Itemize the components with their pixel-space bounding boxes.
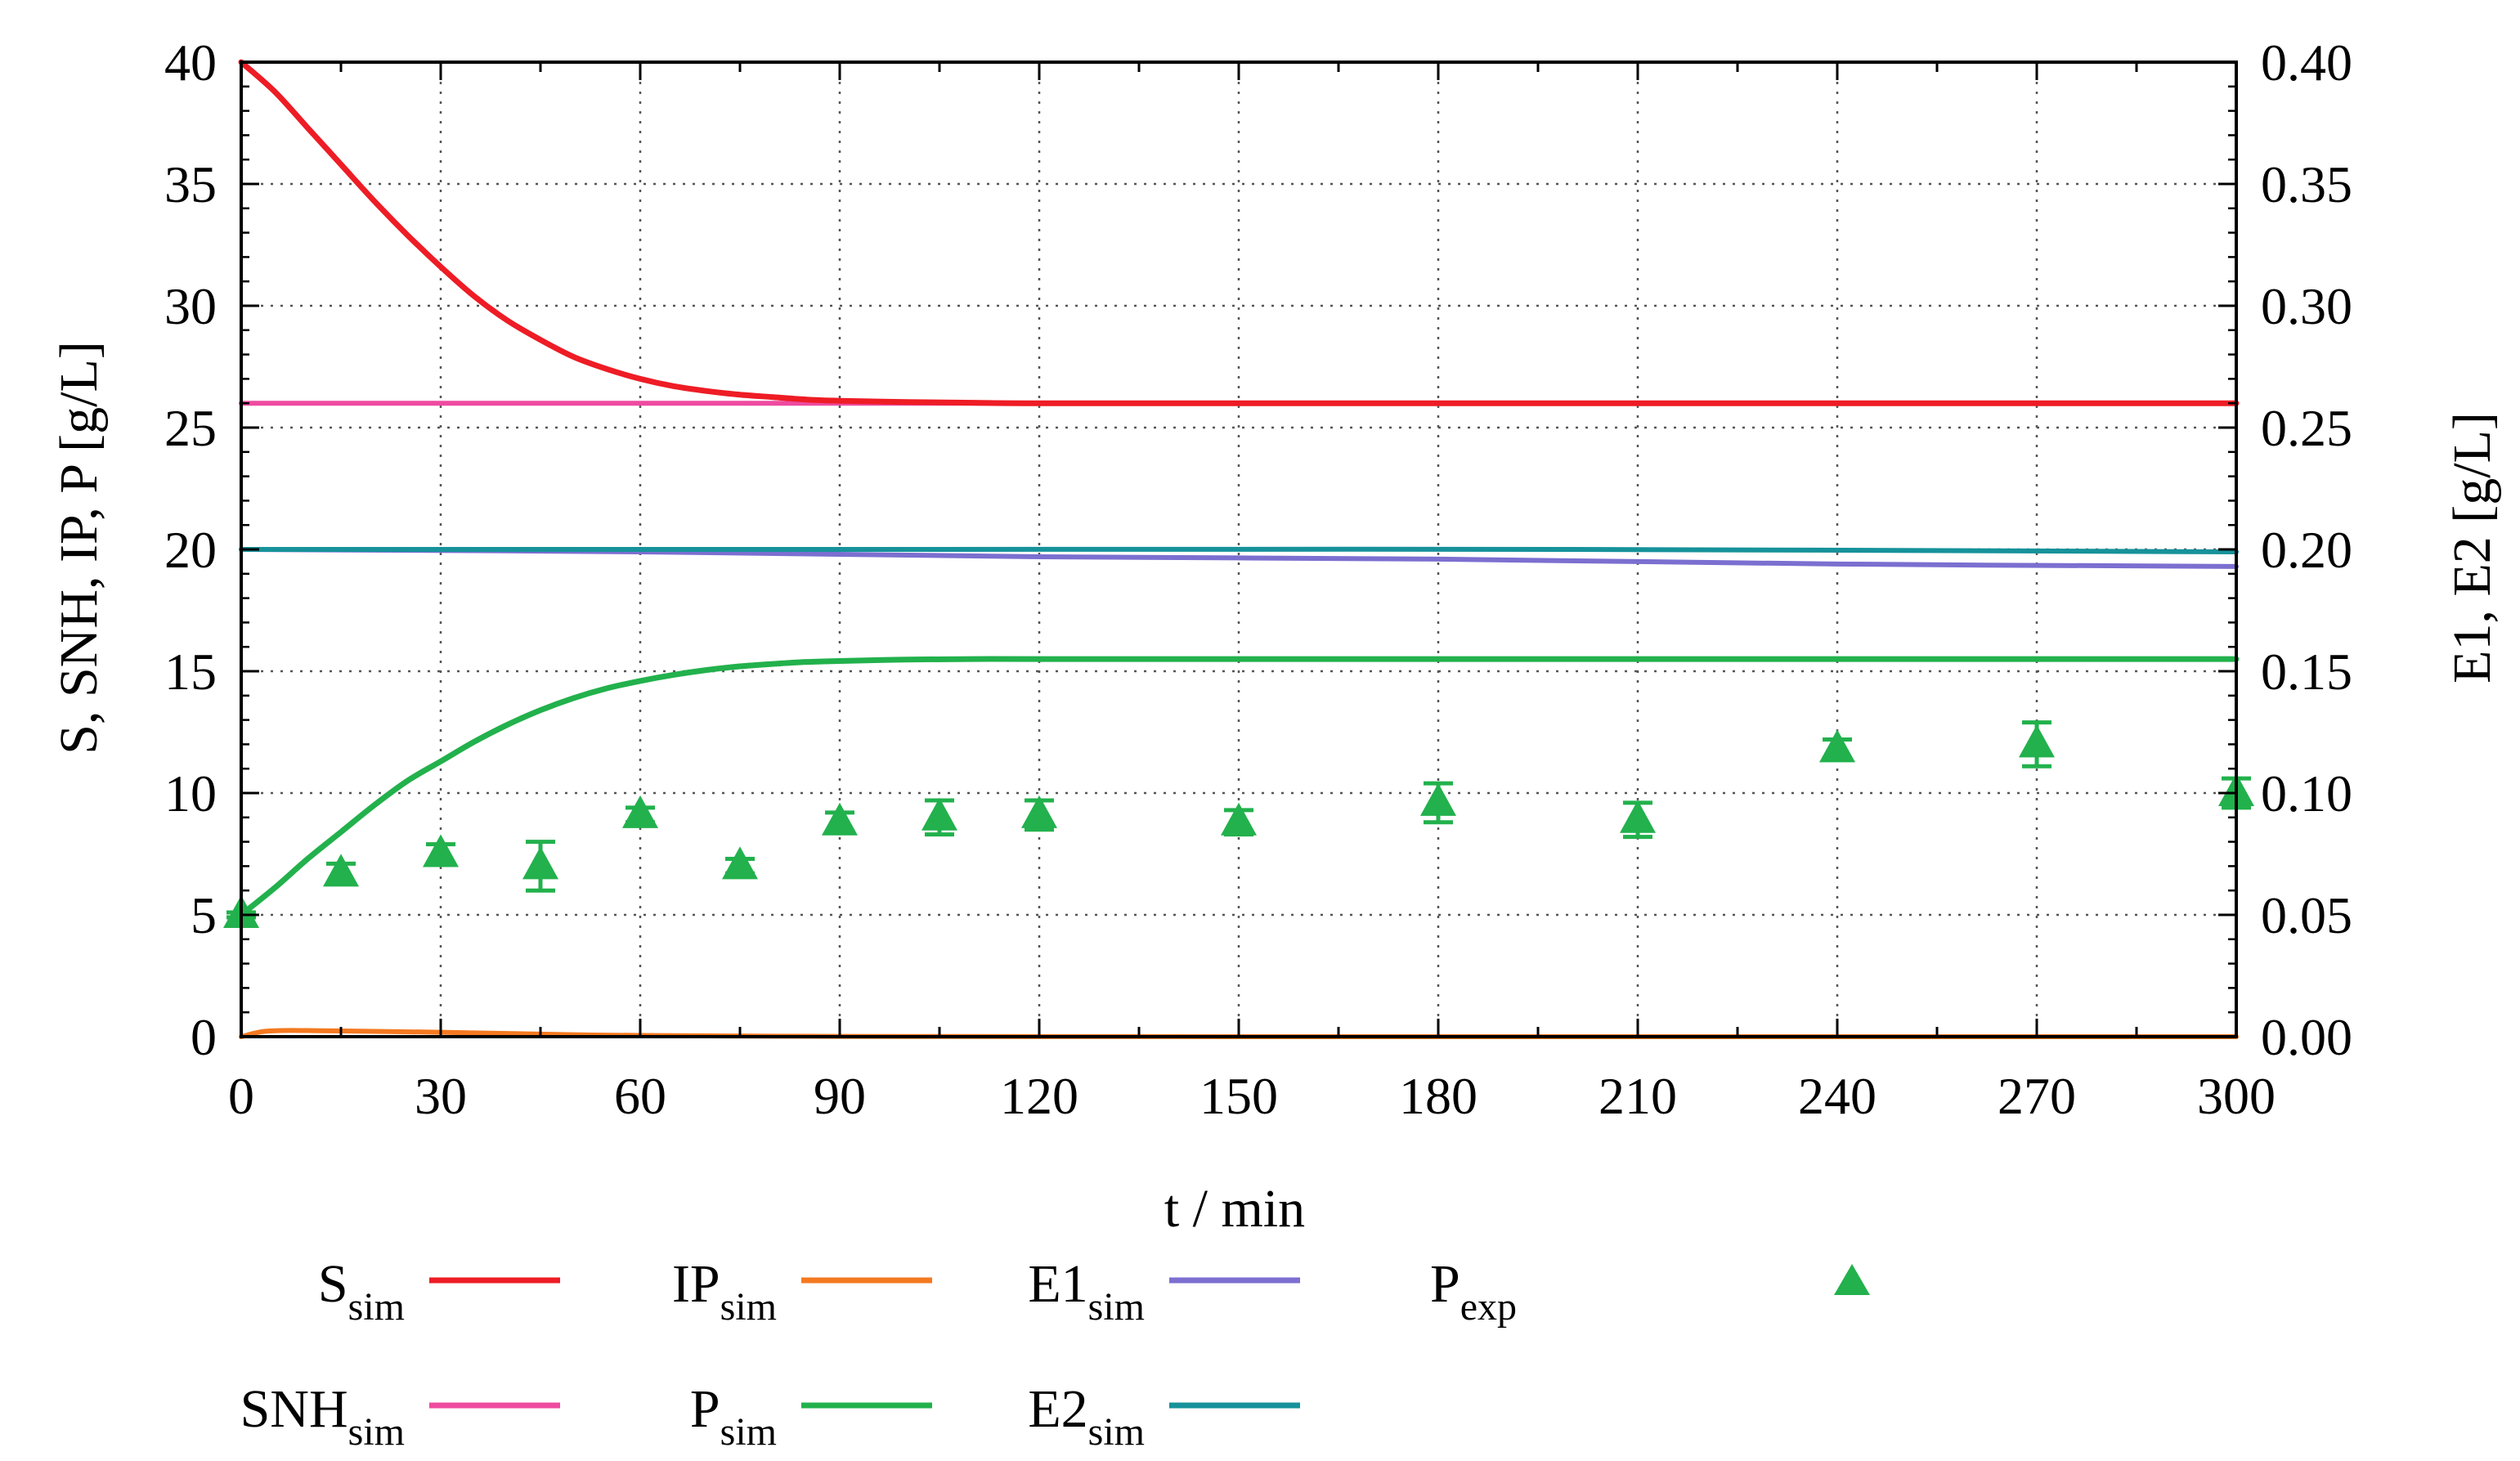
legend-label-main: E1	[1028, 1254, 1087, 1314]
triangle-marker	[921, 797, 957, 831]
x-tick-label: 240	[1798, 1067, 1877, 1125]
y-left-tick-label: 40	[164, 34, 217, 92]
triangle-marker	[622, 795, 658, 828]
data-point-p-exp	[921, 797, 957, 837]
data-point-p-exp	[522, 840, 558, 893]
series-line-e2-sim	[239, 546, 2239, 554]
legend-label: IPsim	[672, 1254, 777, 1329]
legend-label-sub: sim	[348, 1285, 405, 1329]
tick-labels: 0 30 60 90 120 150 180 210 240 270 300 0 5 10 15 20 25 30…	[164, 34, 2352, 1125]
legend-label-main: P	[1430, 1254, 1460, 1314]
x-tick-label: 150	[1199, 1067, 1278, 1125]
y-left-tick-label: 15	[164, 643, 217, 701]
legend-label-main: S	[318, 1254, 348, 1314]
y-left-tick-label: 30	[164, 277, 217, 335]
legend-label: E1sim	[1028, 1254, 1145, 1329]
data-point-p-exp	[722, 846, 758, 880]
data-point-p-exp	[1620, 800, 1656, 840]
y-right-tick-label: 0.00	[2261, 1008, 2352, 1066]
triangle-marker	[1021, 795, 1057, 828]
legend-label-sub: sim	[348, 1410, 405, 1454]
legend-item-e1-sim: E1sim	[1028, 1254, 1300, 1329]
data-point-p-exp	[822, 802, 858, 836]
axes	[240, 61, 2238, 1038]
legend-label: SNHsim	[240, 1379, 405, 1454]
y-left-tick-label: 0	[191, 1008, 217, 1066]
legend-label-sub: sim	[1088, 1410, 1145, 1454]
y-left-tick-label: 25	[164, 399, 217, 457]
legend-label: Pexp	[1430, 1254, 1517, 1329]
legend-label-main: SNH	[240, 1379, 348, 1439]
series-layer	[223, 59, 2254, 1040]
series-line-p-sim	[238, 656, 2240, 918]
y-right-tick-label: 0.40	[2261, 34, 2352, 92]
x-tick-label: 270	[1998, 1067, 2076, 1125]
y-right-tick-label: 0.30	[2261, 277, 2352, 335]
series-line-s-sim	[238, 59, 2240, 406]
y-axis-right-title: E1, E2 [g/L]	[2442, 412, 2502, 683]
triangle-marker	[1620, 800, 1656, 833]
y-left-tick-label: 10	[164, 764, 217, 822]
x-tick-label: 210	[1599, 1067, 1677, 1125]
legend-label-sub: sim	[1088, 1285, 1145, 1329]
data-point-p-exp	[423, 834, 459, 867]
x-tick-label: 0	[228, 1067, 254, 1125]
legend-item-p-exp: Pexp	[1430, 1254, 1870, 1329]
x-tick-label: 60	[614, 1067, 666, 1125]
x-tick-label: 180	[1399, 1067, 1477, 1125]
triangle-marker	[522, 846, 558, 880]
legend-label-main: P	[690, 1379, 720, 1439]
legend-label-sub: exp	[1460, 1285, 1517, 1329]
x-tick-label: 90	[814, 1067, 866, 1125]
triangle-marker	[722, 846, 758, 880]
triangle-marker	[1221, 802, 1257, 836]
legend-label: Psim	[690, 1379, 777, 1454]
x-tick-label: 120	[1000, 1067, 1078, 1125]
y-right-tick-label: 0.25	[2261, 399, 2352, 457]
legend-label: Ssim	[318, 1254, 405, 1329]
data-point-p-exp	[1819, 729, 1855, 763]
data-point-p-exp	[1021, 795, 1057, 832]
legend-label-main: E2	[1028, 1379, 1087, 1439]
y-right-tick-label: 0.05	[2261, 886, 2352, 944]
legend-item-p-sim: Psim	[690, 1379, 932, 1454]
y-right-tick-label: 0.35	[2261, 155, 2352, 213]
triangle-marker	[2019, 724, 2055, 758]
legend-label: E2sim	[1028, 1379, 1145, 1454]
legend-item-s-sim: Ssim	[318, 1254, 560, 1329]
y-left-tick-label: 20	[164, 521, 217, 579]
y-right-tick-label: 0.10	[2261, 764, 2352, 822]
legend-item-snh-sim: SNHsim	[240, 1379, 560, 1454]
x-axis-title: t / min	[1164, 1179, 1305, 1239]
y-left-tick-label: 35	[164, 155, 217, 213]
legend-item-ip-sim: IPsim	[672, 1254, 932, 1329]
triangle-marker	[822, 802, 858, 836]
legend-label-sub: sim	[720, 1410, 777, 1454]
legend-item-e2-sim: E2sim	[1028, 1379, 1300, 1454]
y-right-tick-label: 0.15	[2261, 643, 2352, 701]
triangle-marker	[323, 854, 359, 887]
y-axis-left-title: S, SNH, IP, P [g/L]	[49, 341, 109, 754]
triangle-marker	[423, 834, 459, 867]
data-point-p-exp	[323, 854, 359, 887]
data-point-p-exp	[1221, 802, 1257, 837]
triangle-marker	[1420, 782, 1456, 816]
data-point-p-exp	[2019, 720, 2055, 769]
legend-label-main: IP	[672, 1254, 720, 1314]
triangle-marker	[1819, 729, 1855, 763]
y-right-tick-label: 0.20	[2261, 521, 2352, 579]
y-left-tick-label: 5	[191, 886, 217, 944]
data-point-p-exp	[1420, 781, 1456, 825]
legend-swatch-triangle	[1834, 1264, 1870, 1295]
legend-label-sub: sim	[720, 1285, 777, 1329]
data-point-p-exp	[622, 795, 658, 828]
x-tick-label: 300	[2197, 1067, 2276, 1125]
x-tick-label: 30	[415, 1067, 467, 1125]
